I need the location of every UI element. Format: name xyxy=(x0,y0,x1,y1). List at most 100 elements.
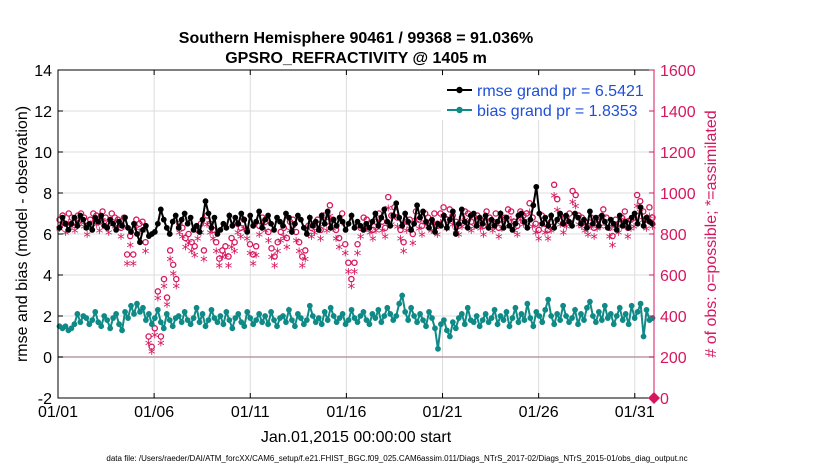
bias-point xyxy=(598,317,605,324)
bias-point xyxy=(92,309,99,315)
assimilated-obs-marker: * xyxy=(188,244,196,262)
bias-point xyxy=(497,313,504,319)
y2-origin-diamond xyxy=(648,392,660,404)
bias-point xyxy=(619,317,626,324)
bias-point xyxy=(309,313,316,319)
bias-point xyxy=(628,302,635,309)
assimilated-obs-marker: * xyxy=(421,216,429,234)
bias-point xyxy=(116,321,122,328)
possible-obs-marker xyxy=(268,245,275,252)
bias-point xyxy=(527,315,534,321)
assimilated-obs-marker: * xyxy=(636,206,644,224)
rmse-point xyxy=(381,206,388,213)
bias-point xyxy=(283,319,289,326)
bias-point xyxy=(435,345,441,352)
bias-point xyxy=(169,323,176,330)
possible-obs-marker xyxy=(553,195,561,203)
rmse-point xyxy=(548,212,555,219)
assimilated-obs-marker: * xyxy=(532,226,540,244)
bias-point xyxy=(420,317,426,324)
bias-point xyxy=(119,327,125,334)
possible-obs-marker xyxy=(163,294,171,301)
assimilated-obs-marker: * xyxy=(415,222,423,240)
rmse-point xyxy=(184,220,191,227)
bias-point xyxy=(122,309,128,315)
rmse-point xyxy=(330,216,337,223)
bias-point xyxy=(590,313,596,319)
rmse-point xyxy=(336,214,343,221)
bias-point xyxy=(441,317,447,324)
bias-point xyxy=(143,317,149,324)
bias-point xyxy=(157,319,164,326)
bias-point xyxy=(256,311,263,317)
possible-obs-marker xyxy=(160,275,168,283)
rmse-point xyxy=(479,220,486,227)
footer-data-file: data file: /Users/raeder/DAI/ATM_forcXX/… xyxy=(106,454,687,463)
bias-point xyxy=(545,296,552,303)
possible-obs-marker xyxy=(228,234,235,242)
bias-point xyxy=(196,319,203,326)
bias-point xyxy=(187,321,194,328)
assimilated-obs-marker: * xyxy=(480,228,488,246)
assimilated-obs-marker: * xyxy=(96,224,104,242)
assimilated-obs-marker: * xyxy=(71,224,79,242)
bias-point xyxy=(387,311,394,317)
bias-point xyxy=(613,313,620,319)
rmse-point xyxy=(339,218,346,225)
bias-point xyxy=(563,313,569,319)
assimilated-obs-marker: * xyxy=(458,220,466,238)
assimilated-obs-marker: * xyxy=(366,226,374,244)
rmse-point xyxy=(628,214,635,221)
assimilated-obs-marker: * xyxy=(212,244,220,262)
bias-point xyxy=(452,325,459,332)
rmse-point xyxy=(83,224,90,231)
assimilated-obs-marker: * xyxy=(142,244,150,262)
bias-point xyxy=(443,327,450,334)
bias-point xyxy=(396,300,403,307)
y2-axis-ticks: 0 200 400 600 800 1000 1200 1400 1600 xyxy=(648,63,696,408)
rmse-point xyxy=(503,214,510,221)
rmse-point xyxy=(205,210,212,217)
rmse-point xyxy=(315,227,322,233)
x-tick-label: 01/16 xyxy=(326,404,366,421)
assimilated-obs-marker: * xyxy=(357,230,365,248)
bias-point xyxy=(372,315,379,321)
bias-point xyxy=(637,300,644,307)
assimilated-obs-marker: * xyxy=(126,238,134,256)
rmse-point xyxy=(196,229,203,235)
rmse-point xyxy=(181,210,188,217)
assimilated-obs-marker: * xyxy=(163,298,171,316)
legend-label-bias: bias grand pr = 1.8353 xyxy=(477,103,638,120)
bias-point xyxy=(95,319,102,326)
assimilated-obs-marker: * xyxy=(83,228,91,246)
rmse-point xyxy=(199,216,206,223)
possible-obs-marker xyxy=(212,238,220,246)
bias-point xyxy=(163,311,170,317)
bias-point xyxy=(333,319,340,326)
possible-obs-marker xyxy=(108,210,116,217)
bias-point xyxy=(289,317,295,324)
bias-point xyxy=(268,309,274,315)
rmse-point xyxy=(411,220,418,227)
rmse-point xyxy=(134,231,140,237)
bias-point xyxy=(131,311,137,317)
bias-point xyxy=(128,302,134,309)
assimilated-obs-marker: * xyxy=(449,218,457,236)
rmse-point xyxy=(157,206,164,213)
rmse-point xyxy=(506,222,513,229)
bias-series xyxy=(56,291,656,352)
rmse-point xyxy=(604,224,611,231)
rmse-point xyxy=(259,224,266,231)
rmse-point xyxy=(68,220,75,227)
y2-tick-label: 1600 xyxy=(660,63,696,80)
rmse-point xyxy=(202,198,209,205)
possible-obs-marker xyxy=(123,251,131,258)
rmse-point xyxy=(271,227,277,233)
rmse-point xyxy=(283,210,289,217)
rmse-point xyxy=(610,220,617,227)
assimilated-obs-marker: * xyxy=(216,259,224,277)
bias-point xyxy=(262,313,269,319)
bias-point xyxy=(631,315,638,321)
possible-obs-marker xyxy=(440,204,447,211)
bias-point xyxy=(381,313,388,319)
